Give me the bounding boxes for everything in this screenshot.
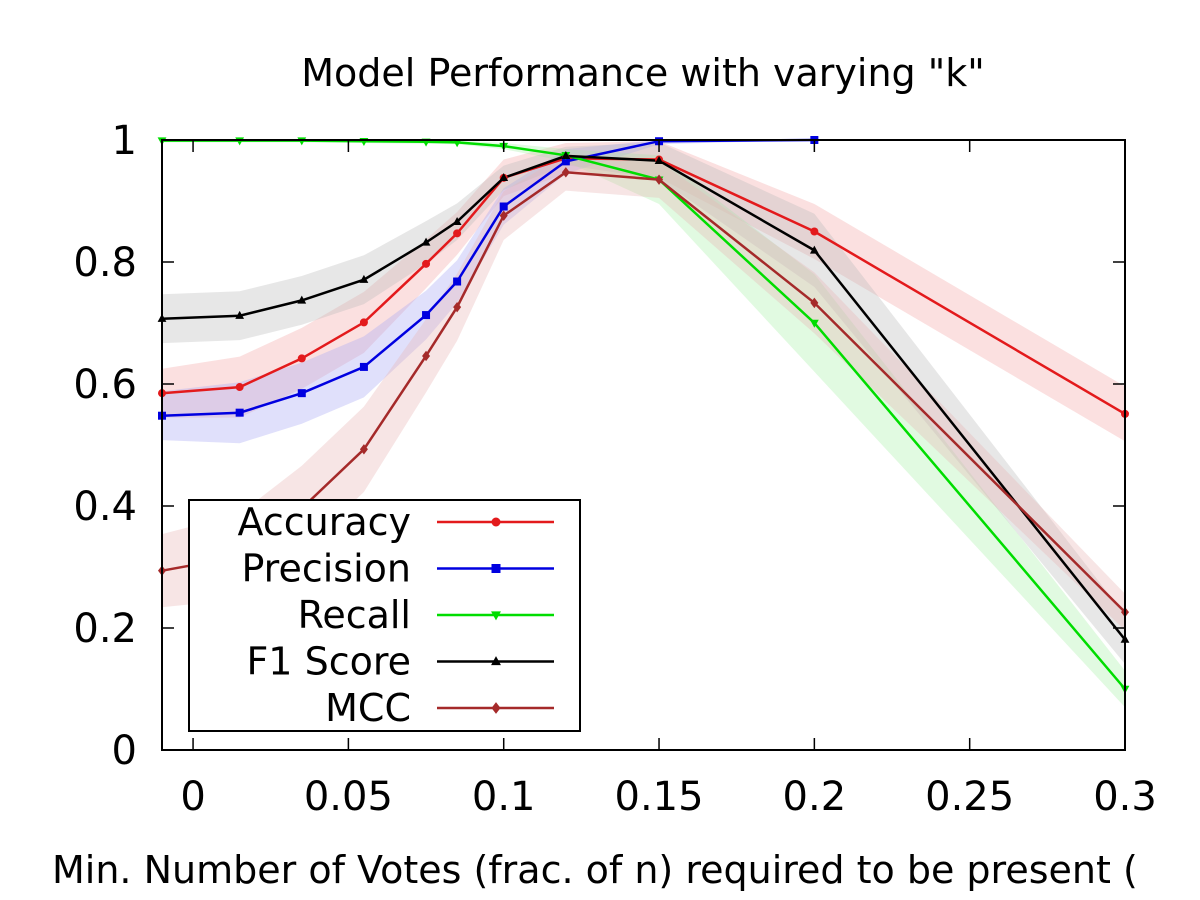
f1-score-point xyxy=(235,310,245,319)
legend-label-mcc: MCC xyxy=(325,686,411,730)
recall-point xyxy=(452,139,462,148)
f1-score-point xyxy=(654,155,664,164)
legend-marker-recall xyxy=(491,611,501,621)
precision-point xyxy=(422,311,431,320)
axis-tick-labels: 0 0.05 0.1 0.15 0.2 0.25 0.3 0 0.2 0.4 0.6 0.8 1 xyxy=(73,118,1156,820)
legend-label-precision: Precision xyxy=(241,547,411,591)
precision-point xyxy=(453,277,462,286)
x-tick-label: 0.05 xyxy=(304,774,393,820)
mcc-point xyxy=(453,301,462,313)
f1-score-point xyxy=(359,274,369,283)
x-axis-label: Min. Number of Votes (frac. of n) requir… xyxy=(52,848,1138,892)
legend-marker-precision xyxy=(491,564,501,573)
precision-point xyxy=(297,389,306,398)
y-tick-label: 0.8 xyxy=(73,240,137,286)
f1-score-point xyxy=(452,216,462,225)
accuracy-point xyxy=(422,259,431,268)
x-tick-label: 0.15 xyxy=(615,774,704,820)
accuracy-point xyxy=(453,229,462,238)
accuracy-band xyxy=(162,141,1125,442)
accuracy-point xyxy=(235,383,244,392)
accuracy-point xyxy=(297,354,306,363)
y-tick-label: 0 xyxy=(112,728,137,774)
mcc-point xyxy=(810,297,819,309)
mcc-point xyxy=(422,350,431,362)
chart-title: Model Performance with varying "k" xyxy=(301,51,984,95)
f1-score-point xyxy=(421,237,431,246)
y-tick-label: 0.4 xyxy=(73,484,137,530)
x-tick-label: 0.1 xyxy=(472,774,536,820)
precision-band xyxy=(162,140,815,444)
precision-point xyxy=(499,202,508,211)
plot-frame xyxy=(161,139,1126,751)
f1-score-point xyxy=(297,295,307,304)
y-tick-label: 1 xyxy=(112,118,137,164)
legend-label-f1-score: F1 Score xyxy=(246,640,411,684)
legend-label-recall: Recall xyxy=(298,593,411,637)
mcc-point xyxy=(561,167,570,178)
legend-marker-mcc xyxy=(491,702,501,714)
f1-score-band xyxy=(162,142,1125,664)
recall-point xyxy=(809,319,819,328)
y-tick-label: 0.2 xyxy=(73,606,137,652)
f1-score-point xyxy=(561,151,571,160)
x-tick-label: 0.3 xyxy=(1093,774,1157,820)
precision-point xyxy=(561,157,570,166)
x-tick-label: 0 xyxy=(180,774,205,820)
precision-line xyxy=(161,138,815,417)
accuracy-point xyxy=(810,227,819,236)
mcc-point xyxy=(499,210,508,221)
legend-label-accuracy: Accuracy xyxy=(238,500,412,544)
legend-marker-accuracy xyxy=(491,517,501,527)
mcc-point xyxy=(655,174,664,185)
x-tick-label: 0.25 xyxy=(925,774,1014,820)
legend-marker-f1-score xyxy=(491,656,501,666)
x-tick-label: 0.2 xyxy=(783,774,847,820)
f1-score-point xyxy=(499,173,509,182)
accuracy-point xyxy=(359,318,368,327)
y-tick-label: 0.6 xyxy=(73,362,137,408)
precision-point xyxy=(235,408,244,417)
mcc-point xyxy=(359,444,368,455)
f1-score-point xyxy=(809,245,819,254)
precision-point xyxy=(359,362,368,371)
axis-ticks xyxy=(162,139,1126,751)
